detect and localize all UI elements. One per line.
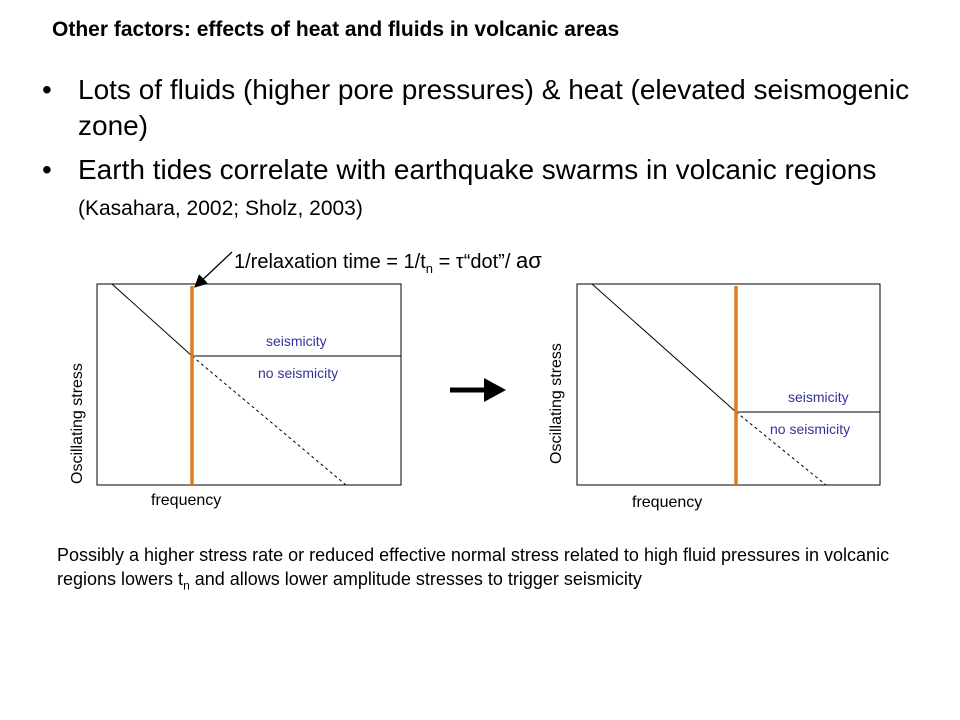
diagram-right-no-seismicity-label: no seismicity bbox=[770, 421, 851, 437]
bullet-list: • Lots of fluids (higher pore pressures)… bbox=[42, 72, 922, 235]
diagram-right-seismicity-label: seismicity bbox=[788, 389, 849, 405]
transition-arrow bbox=[450, 378, 506, 402]
diagram-left-frame bbox=[96, 283, 402, 486]
caption-text: Possibly a higher stress rate or reduced… bbox=[57, 543, 917, 598]
diagram-right-xlabel: frequency bbox=[632, 494, 703, 511]
diagram-left-ylabel: Oscillating stress bbox=[69, 363, 86, 484]
formula-pointer-arrow bbox=[194, 251, 233, 288]
formula-part1: 1/relaxation time = 1/t bbox=[234, 251, 426, 273]
formula-part2: = τ“dot”/ bbox=[433, 251, 516, 273]
bullet-text-earth-tides: Earth tides correlate with earthquake sw… bbox=[78, 154, 877, 185]
relaxation-formula: 1/relaxation time = 1/tn = τ“dot”/ aσ bbox=[234, 248, 542, 276]
diagram-left-seismicity-label: seismicity bbox=[266, 333, 327, 349]
diagram-left-plot bbox=[96, 283, 402, 486]
diagram-right-ylabel: Oscillating stress bbox=[548, 343, 565, 464]
bullet-reference: (Kasahara, 2002; Sholz, 2003) bbox=[78, 197, 363, 220]
diagram-left-no-seismicity-label: no seismicity bbox=[258, 365, 339, 381]
diagram-left-xlabel: frequency bbox=[151, 492, 222, 509]
diagram-left-diagonal-solid bbox=[111, 283, 193, 357]
caption-subscript: n bbox=[183, 578, 190, 593]
bullet-text-fluids: Lots of fluids (higher pore pressures) &… bbox=[78, 74, 910, 141]
caption-part1: Possibly a higher stress rate or reduced… bbox=[57, 545, 890, 589]
formula-part3: aσ bbox=[515, 248, 542, 273]
bullet-item-earth-tides: • Earth tides correlate with earthquake … bbox=[42, 152, 922, 227]
diagram-right-diagonal-solid bbox=[591, 283, 737, 413]
caption-part2: and allows lower amplitude stresses to t… bbox=[189, 569, 642, 589]
slide-title: Other factors: effects of heat and fluid… bbox=[52, 18, 620, 41]
diagram-right-diagonal-dashed bbox=[735, 411, 827, 486]
bullet-dot: • bbox=[42, 154, 52, 185]
formula-subscript: n bbox=[425, 261, 434, 276]
diagram-right-frame bbox=[576, 283, 881, 486]
diagram-right-plot bbox=[576, 283, 881, 486]
bullet-item-fluids: • Lots of fluids (higher pore pressures)… bbox=[42, 72, 922, 144]
transition-arrow-head bbox=[484, 378, 506, 402]
bullet-dot: • bbox=[42, 74, 52, 105]
